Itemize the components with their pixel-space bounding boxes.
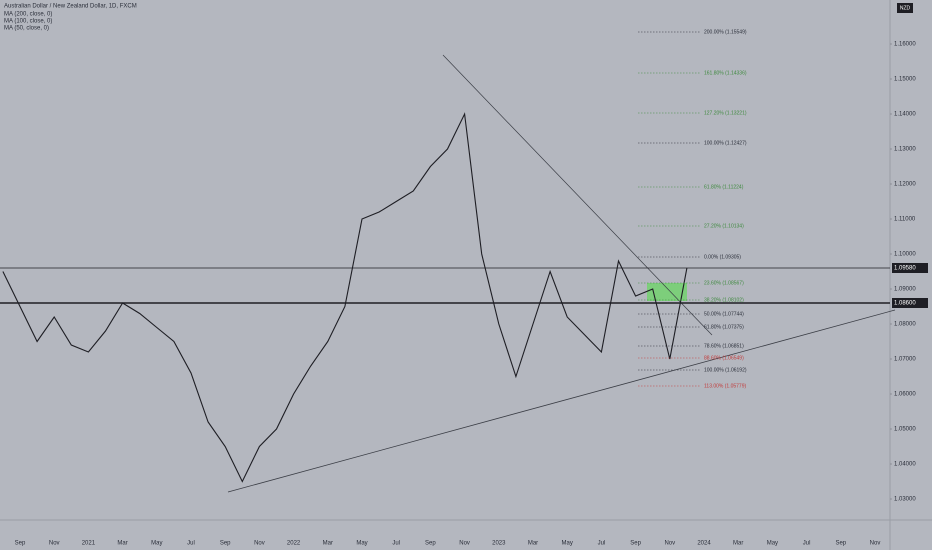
x-tick-label: Mar [733,541,743,547]
indicator-label: MA (50, close, 0) [4,26,49,32]
y-tick-label: 1.14000 [894,112,916,118]
x-tick-label: 2024 [697,541,711,547]
fib-label: 161.80% (1.14336) [704,70,747,76]
x-tick-label: 2021 [82,541,96,547]
symbol-badge[interactable] [897,3,913,13]
y-tick-label: 1.08000 [894,322,916,328]
fib-label: 50.00% (1.07744) [704,311,744,317]
fib-label: 78.60% (1.06851) [704,343,744,349]
price-line [2,112,688,483]
x-tick-label: May [767,541,778,547]
fib-label: 23.60% (1.08567) [704,280,744,286]
indicator-label: MA (200, close, 0) [4,12,52,18]
y-tick-label: 1.09000 [894,287,916,293]
price-tag-text: 1.08600 [894,301,916,307]
x-tick-label: 2022 [287,541,301,547]
fib-label: 61.80% (1.07375) [704,324,744,330]
y-tick-label: 1.12000 [894,182,916,188]
price-tag-text: 1.09580 [894,266,916,272]
y-tick-label: 1.10000 [894,252,916,258]
x-tick-label: Jul [803,541,811,547]
x-tick-label: 2023 [492,541,506,547]
fib-label: 61.80% (1.11224) [704,184,744,190]
indicator-label: MA (100, close, 0) [4,19,52,25]
x-tick-label: Mar [528,541,538,547]
x-tick-label: Jul [392,541,400,547]
fib-label: 100.00% (1.06192) [704,367,747,373]
y-tick-label: 1.04000 [894,462,916,468]
y-tick-label: 1.05000 [894,427,916,433]
fib-label: 127.20% (1.13221) [704,110,747,116]
trendline [227,309,896,493]
x-tick-label: Nov [254,541,265,547]
y-tick-label: 1.16000 [894,42,916,48]
x-tick-label: Nov [870,541,881,547]
y-tick-label: 1.07000 [894,357,916,363]
x-tick-label: May [151,541,162,547]
x-tick-label: Nov [459,541,470,547]
fib-label: 0.00% (1.09305) [704,254,741,260]
symbol-badge-text: NZD [900,5,911,11]
x-tick-label: Mar [323,541,333,547]
x-tick-label: Nov [49,541,60,547]
x-tick-label: May [356,541,367,547]
x-tick-label: Sep [425,541,436,547]
fib-label: 113.00% (1.05779) [704,383,746,389]
fib-label: 100.00% (1.12427) [704,140,747,146]
price-tag [892,263,928,273]
x-tick-label: Jul [187,541,195,547]
trendline [442,54,713,336]
x-tick-label: Nov [664,541,675,547]
fib-label: 88.60% (1.06549) [704,355,744,361]
x-tick-label: Mar [117,541,127,547]
fib-label: 38.20% (1.08102) [704,297,744,303]
y-tick-label: 1.15000 [894,77,916,83]
y-tick-label: 1.03000 [894,497,916,503]
x-tick-label: Sep [15,541,26,547]
x-tick-label: Sep [835,541,846,547]
x-tick-label: Sep [220,541,231,547]
price-tag [892,298,928,308]
x-tick-label: May [562,541,573,547]
x-tick-label: Jul [598,541,606,547]
y-tick-label: 1.11000 [894,217,916,223]
zone-box [647,283,687,301]
x-tick-label: Sep [630,541,641,547]
y-tick-label: 1.13000 [894,147,916,153]
chart-title: Australian Dollar / New Zealand Dollar, … [4,4,137,10]
y-tick-label: 1.06000 [894,392,916,398]
fib-label: 27.20% (1.10134) [704,223,744,229]
fib-label: 200.00% (1.15549) [704,29,747,35]
